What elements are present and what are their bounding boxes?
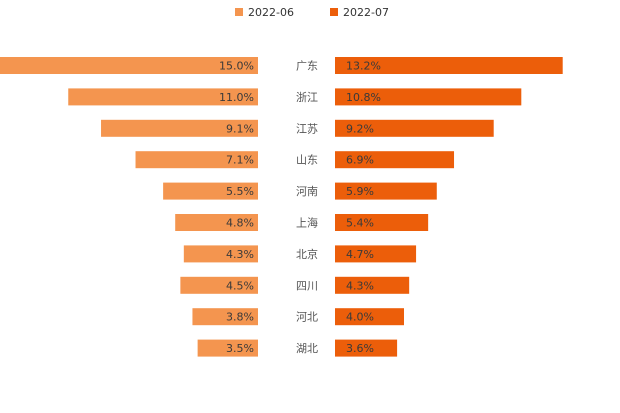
legend-label-2022-06: 2022-06 — [248, 6, 294, 19]
bar-2022-07-北京 — [335, 245, 417, 263]
bar-2022-07-河南 — [335, 182, 437, 200]
value-label-2022-06-江苏: 9.1% — [226, 122, 254, 135]
value-label-2022-07-广东: 13.2% — [346, 60, 381, 73]
value-label-2022-07-湖北: 3.6% — [346, 342, 374, 355]
category-label-浙江: 浙江 — [296, 91, 318, 104]
value-label-2022-06-上海: 4.8% — [226, 217, 254, 230]
category-label-上海: 上海 — [296, 216, 318, 230]
bar-2022-07-广东 — [335, 57, 563, 74]
legend-label-2022-07: 2022-07 — [343, 6, 389, 19]
category-label-四川: 四川 — [296, 279, 318, 292]
value-label-2022-07-上海: 5.4% — [346, 217, 374, 230]
legend-swatch-2022-06 — [235, 8, 243, 16]
value-label-2022-06-山东: 7.1% — [226, 154, 254, 167]
bar-2022-07-上海 — [335, 214, 429, 231]
category-label-江苏: 江苏 — [296, 122, 318, 135]
bar-2022-06-山东 — [135, 151, 258, 169]
bar-2022-06-广东 — [0, 57, 258, 74]
series-2022-07-bars: 13.2% 10.8% 9.2% 6.9% 5.9% 5.4% 4.7% 4.3% 4.0% 3.… — [335, 57, 563, 357]
value-label-2022-06-湖北: 3.5% — [226, 342, 254, 355]
category-label-山东: 山东 — [296, 154, 318, 167]
bar-2022-06-浙江 — [68, 88, 258, 106]
value-label-2022-06-四川: 4.5% — [226, 279, 254, 292]
value-label-2022-06-广东: 15.0% — [219, 60, 254, 73]
bar-2022-06-江苏 — [101, 119, 259, 137]
category-label-湖北: 湖北 — [296, 342, 318, 355]
value-label-2022-06-北京: 4.3% — [226, 248, 254, 261]
value-label-2022-07-山东: 6.9% — [346, 154, 374, 167]
bar-2022-07-四川 — [335, 276, 410, 294]
bar-2022-06-河北 — [192, 308, 258, 326]
value-label-2022-07-四川: 4.3% — [346, 279, 374, 292]
value-label-2022-06-河南: 5.5% — [226, 185, 254, 198]
category-label-北京: 北京 — [296, 247, 318, 261]
bar-2022-06-北京 — [183, 245, 258, 263]
value-label-2022-07-北京: 4.7% — [346, 248, 374, 261]
bar-2022-07-山东 — [335, 151, 455, 169]
value-label-2022-07-江苏: 9.2% — [346, 122, 374, 135]
bar-2022-06-河南 — [163, 182, 258, 200]
bar-2022-07-湖北 — [335, 339, 398, 357]
bar-2022-06-上海 — [175, 214, 258, 231]
value-label-2022-07-河北: 4.0% — [346, 311, 374, 324]
value-label-2022-06-浙江: 11.0% — [219, 91, 254, 104]
bar-2022-06-湖北 — [197, 339, 258, 357]
legend: 2022-06 2022-07 — [235, 6, 389, 19]
legend-swatch-2022-07 — [330, 8, 338, 16]
category-label-广东: 广东 — [296, 60, 318, 73]
series-2022-06-bars: 15.0% 11.0% 9.1% 7.1% 5.5% 4.8% 4.3% 4.5% 3.8% 3.… — [0, 57, 259, 357]
category-label-河北: 河北 — [296, 311, 318, 324]
value-label-2022-07-浙江: 10.8% — [346, 91, 381, 104]
bar-2022-07-浙江 — [335, 88, 522, 106]
value-label-2022-06-河北: 3.8% — [226, 311, 254, 324]
bar-2022-06-四川 — [180, 276, 258, 294]
bar-2022-07-江苏 — [335, 119, 494, 137]
value-label-2022-07-河南: 5.9% — [346, 185, 374, 198]
bar-2022-07-河北 — [335, 308, 404, 326]
category-label-河南: 河南 — [296, 185, 318, 198]
